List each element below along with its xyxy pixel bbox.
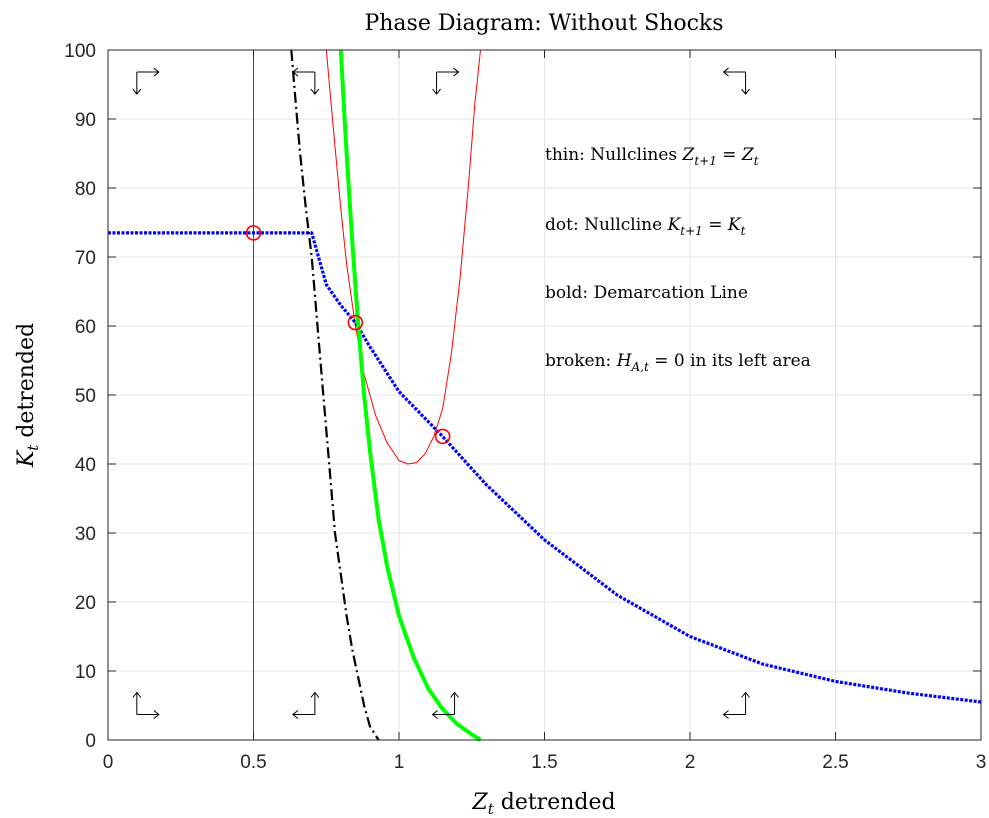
series-line-dot (108, 231, 982, 704)
arrow-head-vertical (741, 691, 750, 698)
ticks-group (107, 49, 982, 741)
annotation-thin-math-rhs-sub: t (754, 154, 759, 168)
direction-arrow (292, 691, 320, 719)
arrow-head-horizontal (722, 710, 729, 719)
direction-arrow (132, 67, 160, 95)
annotation-thin-text: thin: Nullclines (545, 145, 683, 165)
markers-group (245, 225, 451, 445)
annotation-broken-text: broken: (545, 351, 617, 371)
arrow-head-horizontal (722, 67, 729, 77)
arrow-head-vertical (432, 88, 441, 95)
annotation-broken-tail: in its left area (685, 351, 811, 371)
series-line-thin (325, 49, 481, 465)
x-tick-label: 0 (103, 752, 114, 773)
direction-arrow (432, 67, 460, 95)
arrow-head-horizontal (431, 710, 438, 719)
arrow-head-horizontal (292, 710, 299, 719)
annotation-dot-math-sub: t+1 (680, 224, 703, 238)
y-axis-label-suffix: detrended (14, 323, 39, 445)
annotation-dot-math-main: K (667, 215, 682, 235)
annotation-dot-math-rhs-sub: t (741, 224, 746, 238)
chart-title: Phase Diagram: Without Shocks (364, 11, 723, 36)
x-axis-label-sub: t (488, 800, 495, 818)
annotation-dot-math-rhs: K (727, 215, 742, 235)
annotation-thin-math-main: Z (682, 145, 696, 165)
arrow-head-horizontal (292, 67, 299, 77)
x-axis-label: Zt detrended (471, 790, 615, 818)
y-axis-label-main: K (14, 449, 39, 468)
direction-arrow (722, 691, 750, 719)
x-axis-label-suffix: detrended (494, 790, 616, 815)
series-line-broken (290, 49, 380, 741)
x-tick-label: 3 (976, 752, 987, 773)
series-group (108, 49, 982, 742)
y-tick-label: 70 (75, 248, 96, 269)
annotation-broken-math-sub: A,t (631, 360, 649, 374)
x-tick-label: 1.5 (531, 752, 557, 773)
arrow-head-vertical (132, 691, 142, 698)
arrow-head-horizontal (153, 67, 160, 77)
y-tick-label: 10 (75, 662, 96, 683)
y-tick-label: 90 (75, 110, 96, 131)
direction-arrow (132, 691, 160, 719)
direction-arrow (292, 67, 320, 95)
arrow-head-vertical (132, 88, 142, 95)
x-tick-label: 2.5 (822, 752, 848, 773)
arrow-head-horizontal (453, 67, 460, 77)
y-tick-label: 50 (75, 386, 96, 407)
x-axis-label-main: Z (471, 790, 488, 815)
series-line-bold (338, 49, 482, 742)
y-tick-label: 30 (75, 524, 96, 545)
annotation-broken: broken: HA,t = 0 in its left area (545, 351, 811, 374)
equilibrium-marker (245, 225, 262, 241)
annotation-thin-math-rhs: Z (741, 145, 755, 165)
arrow-head-horizontal (153, 710, 160, 719)
y-tick-label: 100 (64, 41, 96, 62)
legend-annotations: thin: Nullclines Zt+1 = Zt dot: Nullclin… (545, 145, 811, 374)
x-tick-label: 2 (685, 752, 696, 773)
arrow-head-vertical (310, 88, 320, 95)
equilibrium-marker (347, 314, 364, 331)
y-tick-label: 0 (85, 731, 96, 752)
y-tick-label: 80 (75, 179, 96, 200)
annotation-broken-math-main: H (616, 351, 633, 371)
annotation-bold-text: bold: Demarcation Line (545, 283, 748, 303)
direction-arrow (722, 67, 750, 95)
y-tick-label: 20 (75, 593, 96, 614)
arrow-head-vertical (310, 691, 320, 698)
arrows-group (132, 67, 750, 719)
arrow-head-vertical (450, 691, 459, 698)
y-axis-label: Kt detrended (14, 323, 42, 468)
annotation-dot-math-eq: = (703, 215, 728, 235)
annotation-dot: dot: Nullcline Kt+1 = Kt (545, 215, 746, 238)
arrow-head-vertical (741, 88, 750, 95)
x-tick-label: 1 (394, 752, 405, 773)
annotation-broken-math-rhs: 0 (674, 351, 685, 371)
y-tick-label: 60 (75, 317, 96, 338)
direction-arrow (431, 691, 459, 719)
annotation-dot-text: dot: Nullcline (545, 215, 668, 235)
equilibrium-marker (434, 428, 451, 445)
annotation-bold: bold: Demarcation Line (545, 283, 748, 303)
annotation-broken-math-eq: = (649, 351, 674, 371)
annotation-thin: thin: Nullclines Zt+1 = Zt (545, 145, 759, 168)
y-axis-label-sub: t (24, 444, 42, 451)
y-tick-label: 40 (75, 455, 96, 476)
annotation-thin-math-eq: = (717, 145, 742, 165)
annotation-thin-math-sub: t+1 (694, 154, 717, 168)
x-tick-label: 0.5 (240, 752, 266, 773)
